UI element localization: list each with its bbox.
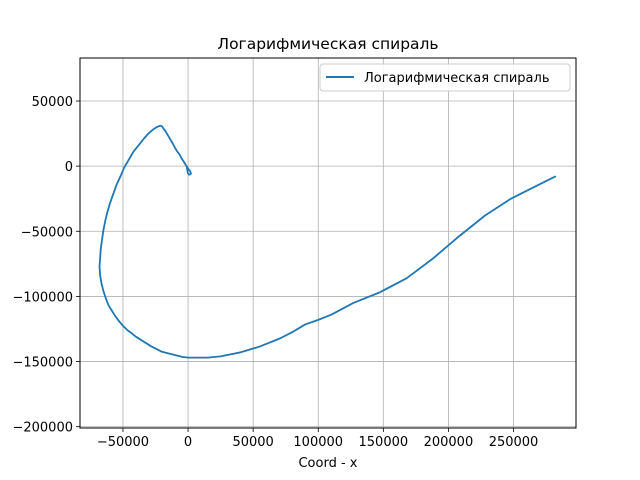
x-tick-label: 0 [184, 435, 192, 450]
x-axis-ticks: −50000 0 50000 100000 150000 200000 250000 [97, 428, 538, 450]
x-tick-label: 200000 [424, 435, 474, 450]
legend-label: Логарифмическая спираль [364, 71, 549, 86]
series-layer [98, 124, 557, 359]
legend: Логарифмическая спираль [319, 63, 571, 92]
x-tick-label: 50000 [232, 435, 273, 450]
plot-frame [79, 57, 577, 429]
x-axis-label: Coord - x [298, 456, 357, 471]
y-axis-ticks: 50000 0 −50000 −100000 −150000 −200000 [12, 95, 80, 436]
grid-lines [80, 58, 576, 428]
y-tick-label: 50000 [32, 95, 73, 110]
y-tick-label: 0 [65, 160, 73, 175]
series-line-logarithmic-spiral [98, 124, 557, 359]
y-tick-label: −100000 [12, 290, 73, 305]
x-tick-label: 250000 [489, 435, 539, 450]
chart-title: Логарифмическая спираль [217, 35, 438, 53]
y-tick-label: −200000 [12, 421, 73, 436]
x-tick-label: 150000 [359, 435, 409, 450]
y-tick-label: −50000 [21, 225, 73, 240]
legend-box [319, 63, 571, 92]
y-tick-label: −150000 [12, 356, 73, 371]
x-tick-label: 100000 [293, 435, 343, 450]
x-tick-label: −50000 [97, 435, 149, 450]
